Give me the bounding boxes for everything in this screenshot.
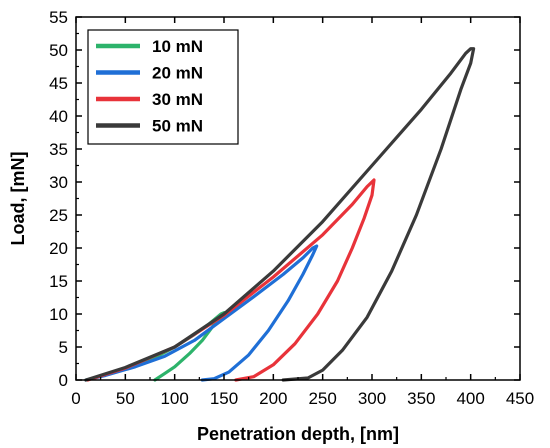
x-tick-label: 0 <box>71 389 80 408</box>
y-tick-label: 15 <box>49 272 68 291</box>
x-tick-label: 300 <box>358 389 386 408</box>
y-tick-label: 50 <box>49 41 68 60</box>
legend-label: 10 mN <box>152 37 203 56</box>
x-tick-label: 350 <box>407 389 435 408</box>
legend-label: 50 mN <box>152 117 203 136</box>
x-tick-label: 50 <box>116 389 135 408</box>
y-tick-label: 20 <box>49 239 68 258</box>
y-tick-label: 35 <box>49 140 68 159</box>
x-axis-title: Penetration depth, [nm] <box>197 424 399 444</box>
y-tick-label: 45 <box>49 74 68 93</box>
legend: 10 mN 20 mN 30 mN 50 mN <box>87 29 239 145</box>
x-tick-label: 100 <box>160 389 188 408</box>
legend-label: 30 mN <box>152 90 203 109</box>
x-tick-label: 450 <box>506 389 534 408</box>
series-line-20-mn <box>84 244 319 382</box>
y-axis-title: Load, [mN] <box>8 152 28 246</box>
x-tick-label: 400 <box>456 389 484 408</box>
y-tick-label: 25 <box>49 206 68 225</box>
x-tick-label: 200 <box>259 389 287 408</box>
x-tick-label: 250 <box>308 389 336 408</box>
axes-layer: 0 50 100 150 200 250 300 350 400 450 0 5 10 15 20 25 30 3… <box>49 8 534 408</box>
y-tick-label: 0 <box>59 371 68 390</box>
series-line-10-mn <box>84 311 226 382</box>
y-tick-label: 5 <box>59 338 68 357</box>
y-tick-label: 30 <box>49 173 68 192</box>
series-layer <box>84 47 476 382</box>
y-tick-label: 55 <box>49 8 68 27</box>
x-tick-label: 150 <box>210 389 238 408</box>
series-line-50-mn <box>84 47 476 382</box>
y-tick-label: 40 <box>49 107 68 126</box>
legend-label: 20 mN <box>152 64 203 83</box>
y-tick-label: 10 <box>49 305 68 324</box>
